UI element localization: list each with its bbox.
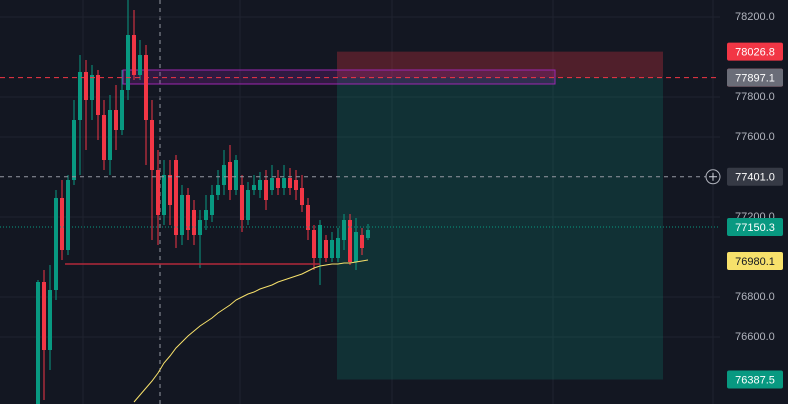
candle-body xyxy=(306,205,310,230)
candle-body xyxy=(342,220,346,240)
price-label-box xyxy=(727,167,783,186)
candle-body xyxy=(228,162,232,190)
price-label: 78026.8 xyxy=(735,47,775,59)
candle-body xyxy=(180,195,184,235)
candle-body xyxy=(288,178,292,188)
back-layer xyxy=(0,16,720,380)
price-label: 76980.1 xyxy=(735,256,775,268)
y-tick-label: 76800.0 xyxy=(735,291,775,303)
price-label-box xyxy=(727,217,783,236)
candle-body xyxy=(312,230,316,258)
candle-body xyxy=(114,110,118,130)
candle-body xyxy=(294,180,298,190)
price-label: 77897.1 xyxy=(735,72,775,84)
candle-body xyxy=(204,210,208,220)
candle-body xyxy=(348,220,352,262)
candle-body xyxy=(330,240,334,258)
candle-body xyxy=(234,160,238,190)
candle-body xyxy=(192,210,196,235)
candle-body xyxy=(48,290,52,350)
candle-body xyxy=(96,75,100,115)
candle-body xyxy=(246,190,250,220)
candle-body xyxy=(156,170,160,215)
candle-body xyxy=(186,195,190,230)
candle-body xyxy=(120,90,124,130)
candle-body xyxy=(198,220,202,235)
candle-body xyxy=(60,198,64,250)
candle-body xyxy=(66,180,70,250)
price-label: 77150.3 xyxy=(735,222,775,234)
candle-body xyxy=(258,180,262,190)
front-layer xyxy=(0,77,721,403)
moving-average xyxy=(133,259,369,403)
candle-body xyxy=(78,72,82,120)
candle-body xyxy=(72,120,76,180)
target-zone xyxy=(337,77,663,380)
candle-body xyxy=(360,235,364,248)
candle-body xyxy=(36,282,40,404)
y-tick-label: 78200.0 xyxy=(735,11,775,23)
candle-body xyxy=(42,282,46,350)
price-label: 76387.5 xyxy=(735,374,775,386)
candle-body xyxy=(84,72,88,100)
candle-body xyxy=(102,115,106,160)
candle-body xyxy=(222,165,226,185)
candle-body xyxy=(240,185,244,220)
price-label-box xyxy=(727,251,783,270)
price-label: 77401.0 xyxy=(735,172,775,184)
stop-zone xyxy=(337,51,663,78)
candle-body xyxy=(150,120,154,170)
candle-body xyxy=(318,225,322,258)
candle-body xyxy=(324,240,328,258)
price-label-box xyxy=(727,42,783,61)
candle-body xyxy=(336,238,340,258)
candle-body xyxy=(252,185,256,190)
candles xyxy=(36,0,370,404)
price-label-box xyxy=(727,370,783,389)
candle-body xyxy=(366,230,370,238)
candle-body xyxy=(174,160,178,235)
candle-body xyxy=(282,178,286,188)
candle-body xyxy=(354,232,358,262)
y-tick-label: 77800.0 xyxy=(735,91,775,103)
candle-body xyxy=(210,195,214,215)
candle-body xyxy=(90,75,94,100)
candle-body xyxy=(162,175,166,215)
plus-icon xyxy=(709,172,717,181)
candle-body xyxy=(216,185,220,195)
candle-body xyxy=(270,178,274,190)
price-axis: 78200.077800.077600.077200.076800.076600… xyxy=(727,11,783,389)
y-tick-label: 77600.0 xyxy=(735,131,775,143)
price-label-box xyxy=(727,68,783,87)
candle-body xyxy=(126,35,130,90)
candle-body xyxy=(264,180,268,200)
zone-rectangle xyxy=(122,69,556,85)
candle-body xyxy=(144,55,148,120)
candle-body xyxy=(132,35,136,75)
candle-body xyxy=(300,188,304,205)
y-tick-label: 76600.0 xyxy=(735,331,775,343)
candle-body xyxy=(138,55,142,75)
candle-body xyxy=(276,178,280,188)
candle-body xyxy=(168,175,172,205)
candle-body xyxy=(54,198,58,290)
candle-body xyxy=(108,110,112,160)
